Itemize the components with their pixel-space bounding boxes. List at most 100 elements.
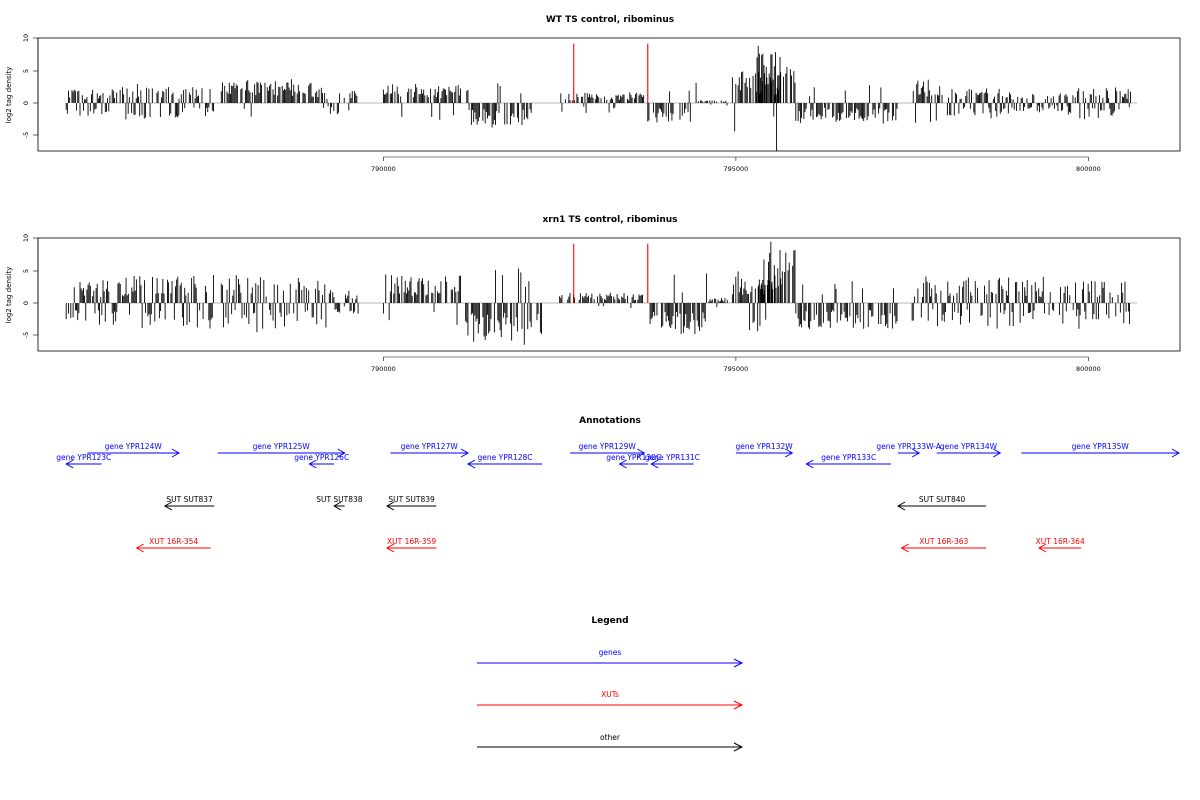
arrowhead-icon <box>897 501 906 511</box>
legend-label-xuts: XUTs <box>601 690 619 699</box>
feature-label: XUT 16R-354 <box>149 537 198 546</box>
arrowhead-icon <box>333 501 342 511</box>
y-axis-label-xrn1: log2 tag density <box>5 267 13 324</box>
markers-xrn1 <box>573 243 649 303</box>
y-tick-label: 5 <box>22 269 30 273</box>
feature-gene-ypr128c: gene YPR128C <box>467 453 543 469</box>
arrowhead-icon <box>385 543 395 553</box>
feature-sut-sut839: SUT SUT839 <box>385 495 437 511</box>
x-axis-xrn1: 790000 795000 800000 <box>371 356 1101 373</box>
feature-label: SUT SUT837 <box>166 495 213 504</box>
arrowhead-icon <box>785 448 794 458</box>
bars-xrn1 <box>65 241 1131 345</box>
feature-gene-ypr134w: gene YPR134W <box>936 442 1002 458</box>
feature-sut-sut837: SUT SUT837 <box>163 495 215 511</box>
arrowhead-icon <box>1171 448 1181 458</box>
x-tick-label: 795000 <box>723 365 748 373</box>
legend-item-other: other <box>477 733 744 752</box>
track-panel-wt: WT TS control, ribominus 10 5 0 -5 log2 … <box>5 15 1181 173</box>
arrowhead-icon <box>650 459 659 469</box>
panel-title-wt: WT TS control, ribominus <box>546 15 674 25</box>
arrowhead-icon <box>733 700 744 710</box>
arrowhead-icon <box>460 448 470 458</box>
feature-label: gene YPR135W <box>1072 442 1130 451</box>
feature-label: gene YPR124W <box>105 442 163 451</box>
legend-item-xuts: XUTs <box>477 690 744 710</box>
feature-label: gene YPR132W <box>736 442 794 451</box>
feature-gene-ypr124w: gene YPR124W <box>87 442 180 458</box>
feature-xut-16r-359: XUT 16R-359 <box>385 537 436 553</box>
arrowhead-icon <box>308 459 317 469</box>
feature-xut-16r-364: XUT 16R-364 <box>1036 537 1085 553</box>
feature-label: gene YPR125W <box>253 442 311 451</box>
feature-gene-ypr130c: gene YPR130C <box>606 453 661 469</box>
y-tick-label: 0 <box>22 101 30 105</box>
y-axis-label-wt: log2 tag density <box>5 67 13 124</box>
feature-gene-ypr133c: gene YPR133C <box>805 453 891 469</box>
x-tick-label: 800000 <box>1076 365 1101 373</box>
feature-label: SUT SUT838 <box>316 495 363 504</box>
track-panel-xrn1: xrn1 TS control, ribominus 10 5 0 -5 log… <box>5 215 1181 373</box>
feature-label: gene YPR134W <box>940 442 998 451</box>
arrowhead-icon <box>911 448 921 458</box>
feature-label: XUT 16R-364 <box>1036 537 1085 546</box>
x-tick-label: 790000 <box>371 365 396 373</box>
feature-label: gene YPR133W-A <box>876 442 941 451</box>
arrowhead-icon <box>171 448 180 458</box>
annotation-track: gene YPR124W gene YPR123C gene YPR125W gene… <box>56 442 1181 553</box>
arrowhead-icon <box>163 501 173 511</box>
legend-title: Legend <box>591 616 628 626</box>
feature-label: XUT 16R-363 <box>919 537 968 546</box>
feature-label: gene YPR128C <box>478 453 533 462</box>
y-tick-label: -5 <box>22 332 30 338</box>
arrowhead-icon <box>805 459 814 469</box>
panel-title-xrn1: xrn1 TS control, ribominus <box>542 215 677 225</box>
arrowhead-icon <box>900 543 909 553</box>
y-axis-wt: 10 5 0 -5 log2 tag density <box>5 34 39 138</box>
feature-gene-ypr127w: gene YPR127W <box>390 442 470 458</box>
x-axis-wt: 790000 795000 800000 <box>371 156 1101 173</box>
feature-label: SUT SUT840 <box>919 495 966 504</box>
feature-label: gene YPR126C <box>294 453 349 462</box>
arrowhead-icon <box>135 543 144 553</box>
feature-gene-ypr125w: gene YPR125W <box>217 442 346 458</box>
legend-label-other: other <box>600 733 621 742</box>
feature-gene-ypr132w: gene YPR132W <box>736 442 794 458</box>
plot-frame-wt <box>37 37 1181 152</box>
feature-xut-16r-354: XUT 16R-354 <box>135 537 211 553</box>
legend-item-genes: genes <box>477 648 744 668</box>
x-tick-label: 795000 <box>723 165 748 173</box>
bars-wt <box>65 45 1131 151</box>
legend: genes XUTs other <box>477 648 744 752</box>
feature-label: gene YPR127W <box>401 442 459 451</box>
y-axis-xrn1: 10 5 0 -5 log2 tag density <box>5 234 39 338</box>
feature-gene-ypr135w: gene YPR135W <box>1021 442 1181 458</box>
y-tick-label: -5 <box>22 132 30 138</box>
arrowhead-icon <box>733 742 744 752</box>
feature-gene-ypr133w-a: gene YPR133W-A <box>876 442 942 458</box>
annotations-title: Annotations <box>579 416 641 426</box>
x-tick-label: 800000 <box>1076 165 1101 173</box>
arrowhead-icon <box>65 459 74 469</box>
arrowhead-icon <box>337 448 346 458</box>
feature-gene-ypr126c: gene YPR126C <box>294 453 349 469</box>
feature-label: gene YPR131C <box>645 453 700 462</box>
feature-label: SUT SUT839 <box>388 495 435 504</box>
feature-label: gene YPR130C <box>606 453 661 462</box>
feature-sut-sut838: SUT SUT838 <box>316 495 363 511</box>
y-tick-label: 10 <box>22 34 30 42</box>
arrowhead-icon <box>733 658 744 668</box>
y-tick-label: 10 <box>22 234 30 242</box>
x-tick-label: 790000 <box>371 165 396 173</box>
feature-gene-ypr129w: gene YPR129W <box>570 442 646 458</box>
legend-label-genes: genes <box>599 648 622 657</box>
feature-gene-ypr123c: gene YPR123C <box>56 453 111 469</box>
feature-label: XUT 16R-359 <box>387 537 436 546</box>
arrowhead-icon <box>1038 543 1047 553</box>
arrowhead-icon <box>636 448 646 458</box>
feature-label: gene YPR123C <box>56 453 111 462</box>
arrowhead-icon <box>992 448 1002 458</box>
markers-wt <box>573 43 649 103</box>
feature-gene-ypr131c: gene YPR131C <box>645 453 700 469</box>
